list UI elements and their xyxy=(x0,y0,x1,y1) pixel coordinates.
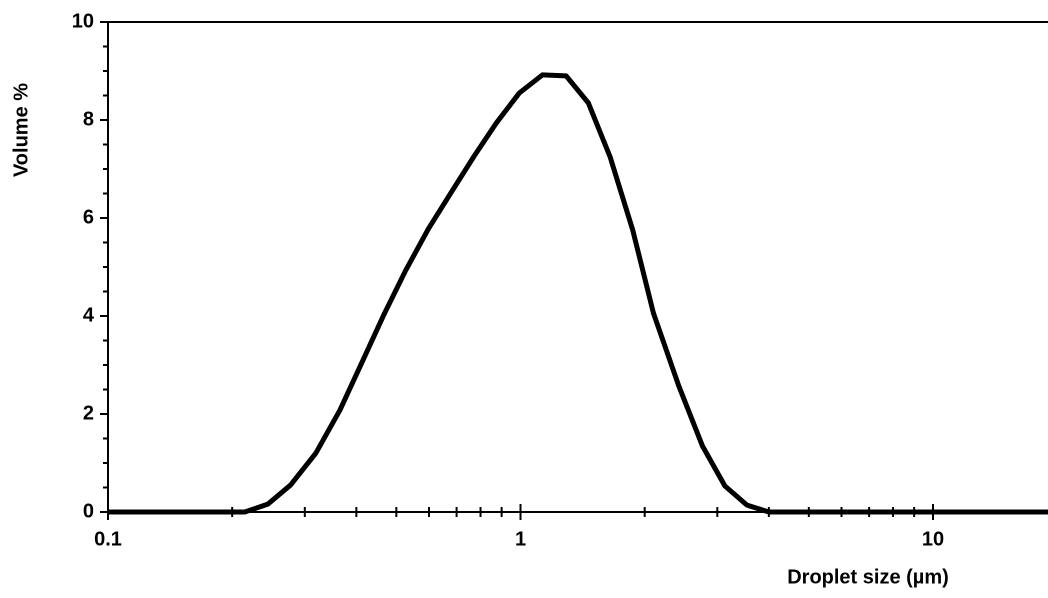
y-tick-label: 4 xyxy=(83,304,95,326)
x-tick-label: 1 xyxy=(515,528,526,550)
y-tick-label: 2 xyxy=(83,402,94,424)
y-tick-label: 8 xyxy=(83,108,94,130)
y-tick-label: 6 xyxy=(83,206,94,228)
data-line xyxy=(108,72,1048,515)
x-tick-label: 10 xyxy=(922,528,944,550)
y-tick-label: 0 xyxy=(83,500,94,522)
y-axis-label: Volume % xyxy=(10,83,32,177)
x-axis-label: Droplet size (µm) xyxy=(787,566,949,588)
x-tick-label: 0.1 xyxy=(94,528,122,550)
y-tick-label: 10 xyxy=(72,10,94,32)
